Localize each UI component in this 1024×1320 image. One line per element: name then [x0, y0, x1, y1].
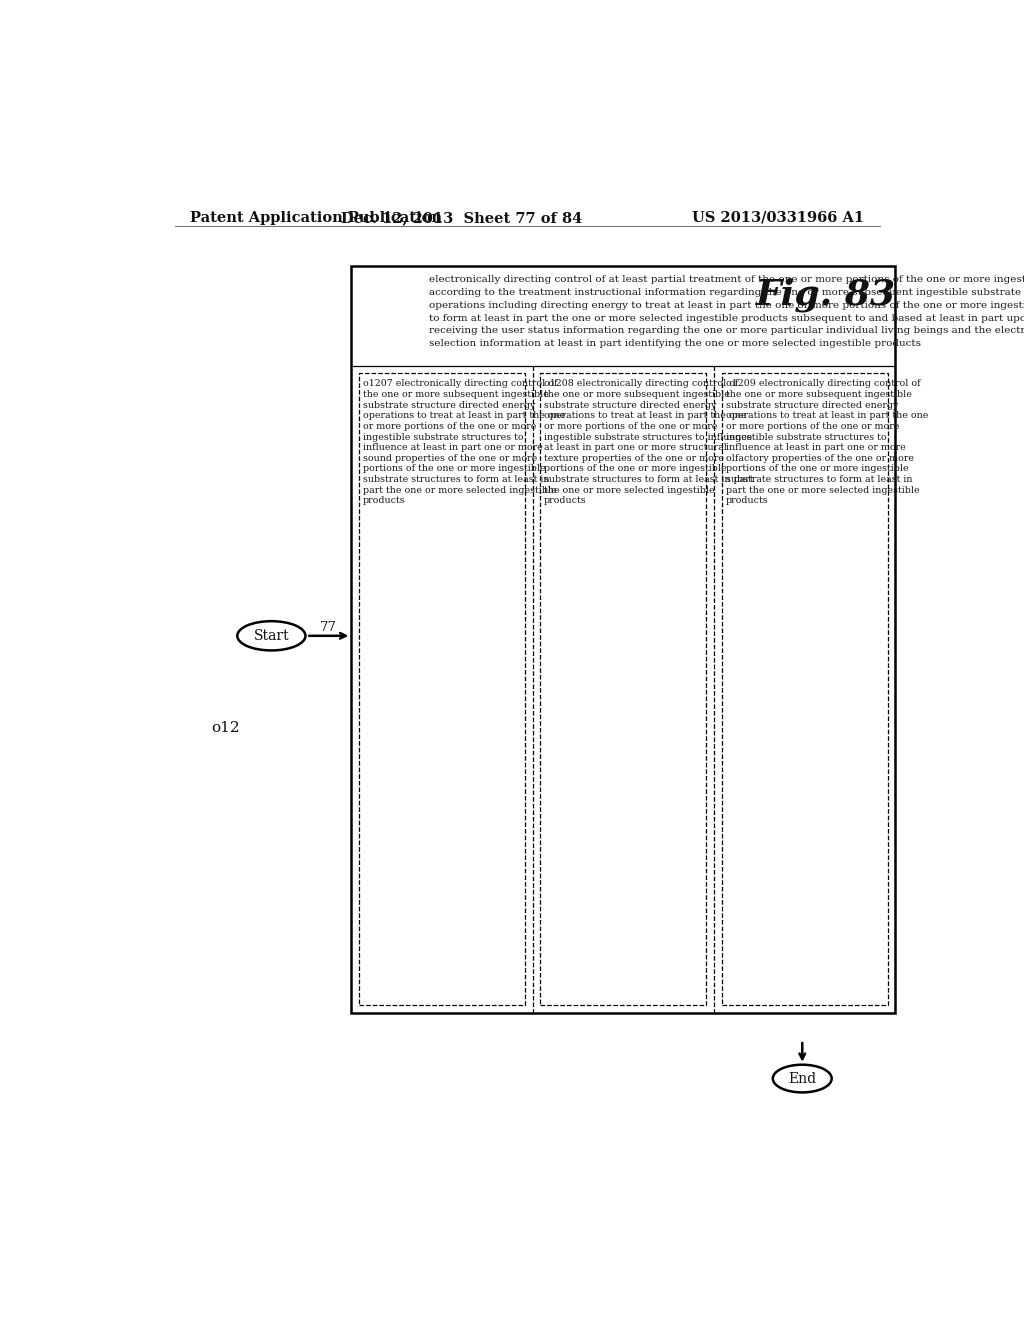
Text: substrate structure directed energy: substrate structure directed energy: [544, 401, 717, 409]
Text: substrate structures to form at least in: substrate structures to form at least in: [726, 475, 912, 484]
Text: End: End: [788, 1072, 816, 1085]
Text: o12: o12: [212, 721, 241, 734]
Text: portions of the one or more ingestible: portions of the one or more ingestible: [362, 465, 546, 474]
Text: ingestible substrate structures to: ingestible substrate structures to: [362, 433, 523, 441]
Text: part the one or more selected ingestible: part the one or more selected ingestible: [726, 486, 920, 495]
Text: products: products: [544, 496, 587, 506]
Text: olfactory properties of the one or more: olfactory properties of the one or more: [726, 454, 913, 463]
Bar: [722, 374, 888, 1006]
Bar: [541, 374, 707, 1006]
Text: ingestible substrate structures to: ingestible substrate structures to: [726, 433, 886, 441]
Text: operations including directing energy to treat at least in part the one or more : operations including directing energy to…: [429, 301, 1024, 310]
Text: products: products: [362, 496, 406, 506]
Text: at least in part one or more structural: at least in part one or more structural: [544, 444, 727, 453]
Text: or more portions of the one or more: or more portions of the one or more: [362, 422, 537, 430]
Text: operations to treat at least in part the one: operations to treat at least in part the…: [726, 412, 928, 420]
Text: o1209 electronically directing control of: o1209 electronically directing control o…: [726, 379, 921, 388]
Text: operations to treat at least in part the one: operations to treat at least in part the…: [362, 412, 565, 420]
Text: the one or more subsequent ingestible: the one or more subsequent ingestible: [544, 389, 730, 399]
Text: 77: 77: [321, 622, 337, 634]
Text: according to the treatment instructional information regarding the one or more s: according to the treatment instructional…: [429, 288, 1024, 297]
Text: influence at least in part one or more: influence at least in part one or more: [726, 444, 905, 453]
Bar: [359, 374, 525, 1006]
Text: Dec. 12, 2013  Sheet 77 of 84: Dec. 12, 2013 Sheet 77 of 84: [341, 211, 582, 224]
Text: the one or more subsequent ingestible: the one or more subsequent ingestible: [726, 389, 911, 399]
Text: receiving the user status information regarding the one or more particular indiv: receiving the user status information re…: [429, 326, 1024, 335]
Text: ingestible substrate structures to influence: ingestible substrate structures to influ…: [544, 433, 753, 441]
Text: electronically directing control of at least partial treatment of the one or mor: electronically directing control of at l…: [429, 276, 1024, 284]
Text: the one or more subsequent ingestible: the one or more subsequent ingestible: [362, 389, 549, 399]
Text: to form at least in part the one or more selected ingestible products subsequent: to form at least in part the one or more…: [429, 314, 1024, 322]
Text: US 2013/0331966 A1: US 2013/0331966 A1: [692, 211, 864, 224]
Text: Fig. 83: Fig. 83: [756, 277, 896, 313]
Text: texture properties of the one or more: texture properties of the one or more: [544, 454, 724, 463]
Text: substrate structure directed energy: substrate structure directed energy: [726, 401, 898, 409]
Text: substrate structures to form at least in: substrate structures to form at least in: [362, 475, 549, 484]
Text: sound properties of the one or more: sound properties of the one or more: [362, 454, 537, 463]
Text: substrate structure directed energy: substrate structure directed energy: [362, 401, 536, 409]
Text: the one or more selected ingestible: the one or more selected ingestible: [544, 486, 715, 495]
Text: or more portions of the one or more: or more portions of the one or more: [726, 422, 899, 430]
Text: or more portions of the one or more: or more portions of the one or more: [544, 422, 718, 430]
Ellipse shape: [773, 1065, 831, 1093]
Ellipse shape: [238, 622, 305, 651]
Text: Patent Application Publication: Patent Application Publication: [190, 211, 442, 224]
Text: substrate structures to form at least in part: substrate structures to form at least in…: [544, 475, 754, 484]
Text: operations to treat at least in part the one: operations to treat at least in part the…: [544, 412, 746, 420]
Text: portions of the one or more ingestible: portions of the one or more ingestible: [544, 465, 727, 474]
Text: o1208 electronically directing control of: o1208 electronically directing control o…: [544, 379, 738, 388]
Bar: [351, 267, 895, 1014]
Text: selection information at least in part identifying the one or more selected inge: selection information at least in part i…: [429, 339, 921, 348]
Text: part the one or more selected ingestible: part the one or more selected ingestible: [362, 486, 556, 495]
Text: portions of the one or more ingestible: portions of the one or more ingestible: [726, 465, 908, 474]
Text: o1207 electronically directing control of: o1207 electronically directing control o…: [362, 379, 557, 388]
Text: Start: Start: [254, 628, 289, 643]
Text: products: products: [726, 496, 768, 506]
Text: influence at least in part one or more: influence at least in part one or more: [362, 444, 543, 453]
